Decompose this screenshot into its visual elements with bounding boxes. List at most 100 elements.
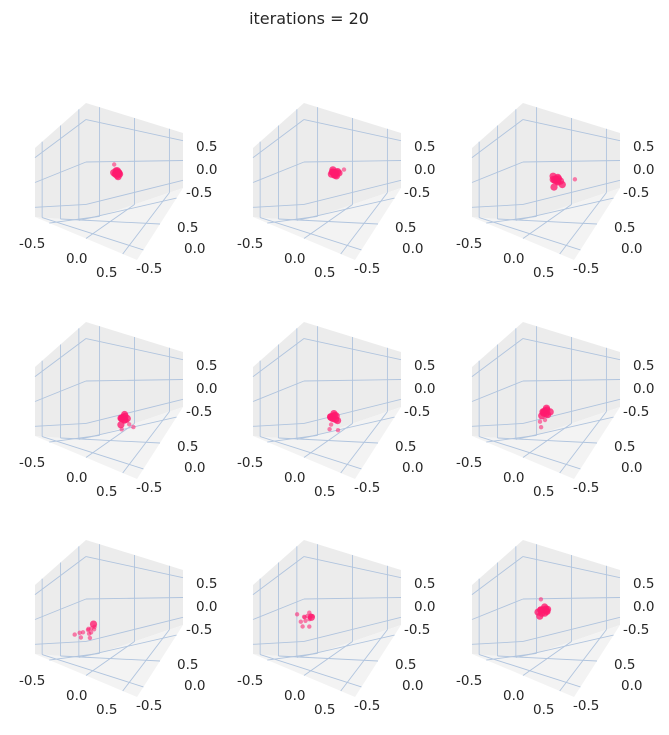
x-tick-label: -0.5 bbox=[237, 236, 263, 252]
y-tick-label: 0.5 bbox=[395, 657, 416, 673]
z-tick-label: 0.5 bbox=[633, 139, 654, 155]
grid-line bbox=[252, 556, 305, 596]
x-tick-label: 0.0 bbox=[284, 251, 305, 267]
grid-line bbox=[296, 634, 395, 658]
grid-line bbox=[303, 119, 402, 142]
z-tick-label: 0.5 bbox=[196, 358, 217, 374]
y-tick-label: 0.5 bbox=[177, 439, 198, 455]
grid-line bbox=[303, 204, 353, 239]
z-tick-label: -0.5 bbox=[623, 185, 649, 201]
data-point bbox=[131, 424, 136, 430]
grid-line bbox=[78, 197, 177, 221]
subplot-9: -0.5 0.0 0.5 0.5 0.0 -0.5 0.5 0.0 -0.5 bbox=[456, 540, 654, 718]
z-tick-label: 0.5 bbox=[633, 576, 654, 592]
data-point bbox=[550, 183, 558, 191]
x-tick-label: 0.0 bbox=[66, 251, 87, 267]
data-point bbox=[307, 610, 312, 615]
pane-floor bbox=[472, 188, 620, 260]
data-point bbox=[89, 620, 98, 628]
y-tick-label: -0.5 bbox=[354, 261, 380, 277]
data-point bbox=[307, 624, 312, 629]
grid-line bbox=[85, 423, 135, 458]
y-tick-label: 0.0 bbox=[184, 241, 205, 257]
y-tick-label: 0.5 bbox=[614, 439, 635, 455]
subplot-2: -0.5 0.0 0.5 0.5 0.0 -0.5 0.5 0.0 -0.5 bbox=[237, 103, 435, 281]
y-tick-label: -0.5 bbox=[136, 698, 162, 714]
x-tick-label: -0.5 bbox=[19, 455, 45, 471]
data-point bbox=[335, 169, 343, 177]
grid-line bbox=[85, 119, 184, 142]
y-tick-label: 0.0 bbox=[184, 460, 205, 476]
y-tick-label: 0.0 bbox=[402, 678, 423, 694]
grid-line bbox=[303, 160, 402, 163]
y-tick-label: 0.0 bbox=[402, 241, 423, 257]
grid-line bbox=[515, 634, 614, 658]
z-tick-label: 0.5 bbox=[196, 139, 217, 155]
data-point bbox=[327, 427, 332, 432]
x-tick-label: 0.5 bbox=[533, 265, 554, 281]
data-point bbox=[538, 597, 544, 602]
grid-line bbox=[85, 597, 184, 600]
data-point bbox=[546, 408, 554, 416]
x-tick-label: 0.0 bbox=[503, 251, 524, 267]
data-point bbox=[542, 417, 548, 423]
grid-line bbox=[34, 380, 87, 402]
z-tick-label: -0.5 bbox=[404, 622, 430, 638]
grid-line bbox=[522, 641, 572, 676]
pane-floor bbox=[472, 407, 620, 479]
y-tick-label: 0.5 bbox=[395, 220, 416, 236]
x-tick-label: 0.0 bbox=[66, 470, 87, 486]
z-tick-label: 0.5 bbox=[414, 358, 435, 374]
grid-line bbox=[85, 641, 135, 676]
pane-floor bbox=[253, 407, 401, 479]
grid-line bbox=[252, 598, 305, 620]
x-tick-label: -0.5 bbox=[19, 673, 45, 689]
grid-line bbox=[471, 380, 524, 402]
data-point bbox=[341, 167, 347, 172]
grid-line bbox=[559, 411, 607, 474]
grid-line bbox=[252, 338, 305, 378]
grid-line bbox=[122, 629, 170, 692]
grid-line bbox=[303, 379, 402, 382]
grid-line bbox=[85, 204, 135, 239]
grid-line bbox=[252, 161, 305, 183]
x-tick-label: 0.5 bbox=[96, 484, 117, 500]
grid-line bbox=[340, 411, 388, 474]
data-point bbox=[121, 410, 129, 419]
data-point bbox=[80, 630, 86, 635]
grid-line bbox=[515, 416, 614, 440]
grid-line bbox=[303, 641, 353, 676]
data-point bbox=[310, 614, 315, 619]
grid-line bbox=[559, 629, 607, 692]
data-point bbox=[303, 618, 308, 623]
data-point bbox=[127, 422, 132, 427]
y-tick-label: 0.0 bbox=[402, 460, 423, 476]
x-tick-label: -0.5 bbox=[19, 236, 45, 252]
x-tick-label: 0.0 bbox=[284, 688, 305, 704]
grid-line bbox=[471, 598, 524, 620]
y-tick-label: -0.5 bbox=[354, 480, 380, 496]
z-tick-label: -0.5 bbox=[186, 185, 212, 201]
y-tick-label: 0.0 bbox=[184, 678, 205, 694]
pane-floor bbox=[253, 188, 401, 260]
pane-floor bbox=[253, 625, 401, 697]
y-tick-label: 0.5 bbox=[614, 220, 635, 236]
x-tick-label: 0.5 bbox=[314, 484, 335, 500]
grid-line bbox=[471, 161, 524, 183]
data-point bbox=[572, 177, 578, 182]
grid-line bbox=[85, 379, 184, 382]
y-tick-label: -0.5 bbox=[573, 261, 599, 277]
y-tick-label: -0.5 bbox=[573, 480, 599, 496]
y-tick-label: -0.5 bbox=[573, 698, 599, 714]
pane-floor bbox=[35, 625, 183, 697]
x-tick-label: -0.5 bbox=[237, 673, 263, 689]
y-tick-label: -0.5 bbox=[136, 480, 162, 496]
grid-line bbox=[296, 197, 395, 221]
grid-line bbox=[78, 634, 177, 658]
z-tick-label: 0.0 bbox=[196, 162, 217, 178]
grid-line bbox=[522, 379, 621, 382]
grid-line bbox=[471, 338, 524, 378]
z-tick-label: -0.5 bbox=[404, 404, 430, 420]
y-tick-label: 0.5 bbox=[614, 657, 635, 673]
